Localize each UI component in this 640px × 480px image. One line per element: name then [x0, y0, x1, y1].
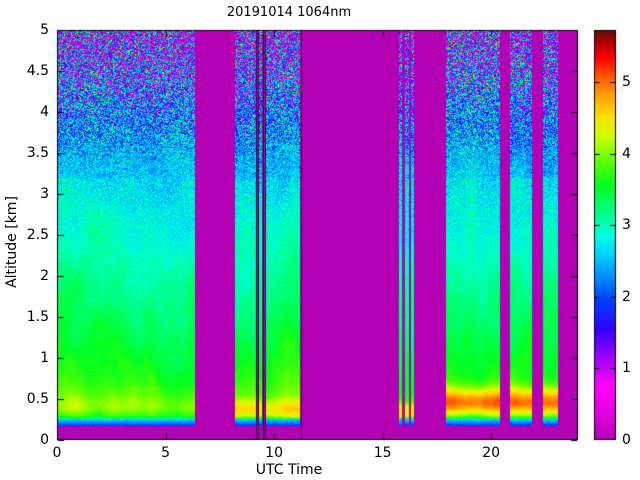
lidar-figure: 20191014 1064nm 0 5 10 15 20 0 0.5 1 1.5 2 2.5 3 3.… [0, 0, 640, 480]
lidar-heatmap-canvas[interactable] [0, 0, 640, 480]
